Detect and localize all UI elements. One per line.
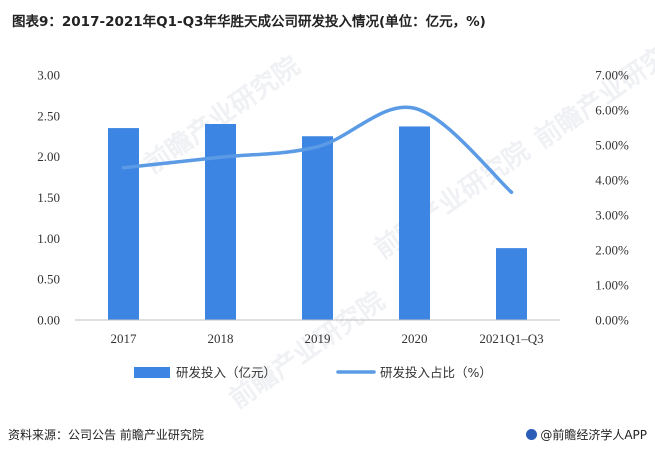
x-tick-label: 2021Q1–Q3 <box>479 331 543 346</box>
y-right-tick-label: 7.00% <box>595 68 629 83</box>
y-right-tick-label: 5.00% <box>595 138 629 153</box>
bar <box>302 136 333 320</box>
series-line <box>121 105 514 194</box>
x-tick-label: 2018 <box>208 331 234 346</box>
legend-line-label: 研发投入占比（%） <box>380 365 492 380</box>
source-note: 资料来源：公司公告 前瞻产业研究院 <box>8 428 204 442</box>
bar <box>496 248 527 320</box>
y-right-tick-label: 3.00% <box>595 208 629 223</box>
y-left-tick-label: 0.00 <box>37 313 60 328</box>
x-tick-label: 2017 <box>111 331 138 346</box>
x-tick-label: 2020 <box>402 331 428 346</box>
y-right-tick-label: 0.00% <box>595 313 629 328</box>
y-left-tick-label: 2.50 <box>37 108 60 123</box>
legend-bar-label: 研发投入（亿元） <box>176 365 276 380</box>
y-left-tick-label: 1.50 <box>37 190 60 205</box>
y-right-tick-label: 2.00% <box>595 243 629 258</box>
y-right-tick-label: 1.00% <box>595 278 629 293</box>
y-left-tick-label: 2.00 <box>37 149 60 164</box>
x-tick-label: 2019 <box>305 331 331 346</box>
chart-title: 图表9：2017-2021年Q1-Q3年华胜天成公司研发投入情况(单位：亿元，%… <box>12 14 486 30</box>
brand-label: @前瞻经济学人APP <box>540 428 647 442</box>
chart: 0.00 0.50 1.00 1.50 2.00 2.50 3.00 0.00% 1.00% 2.… <box>37 68 629 381</box>
brand-logo-icon <box>526 429 538 440</box>
legend-bar-swatch <box>134 367 170 378</box>
y-right-tick-label: 6.00% <box>595 103 629 118</box>
bar <box>399 126 430 320</box>
brand-credit: @前瞻经济学人APP <box>526 426 647 443</box>
y-left-tick-label: 1.00 <box>37 231 60 246</box>
y-left-tick-label: 0.50 <box>37 272 60 287</box>
bar <box>205 124 236 320</box>
y-right-tick-label: 4.00% <box>595 173 629 188</box>
bar <box>108 128 139 320</box>
y-left-tick-label: 3.00 <box>37 68 60 83</box>
